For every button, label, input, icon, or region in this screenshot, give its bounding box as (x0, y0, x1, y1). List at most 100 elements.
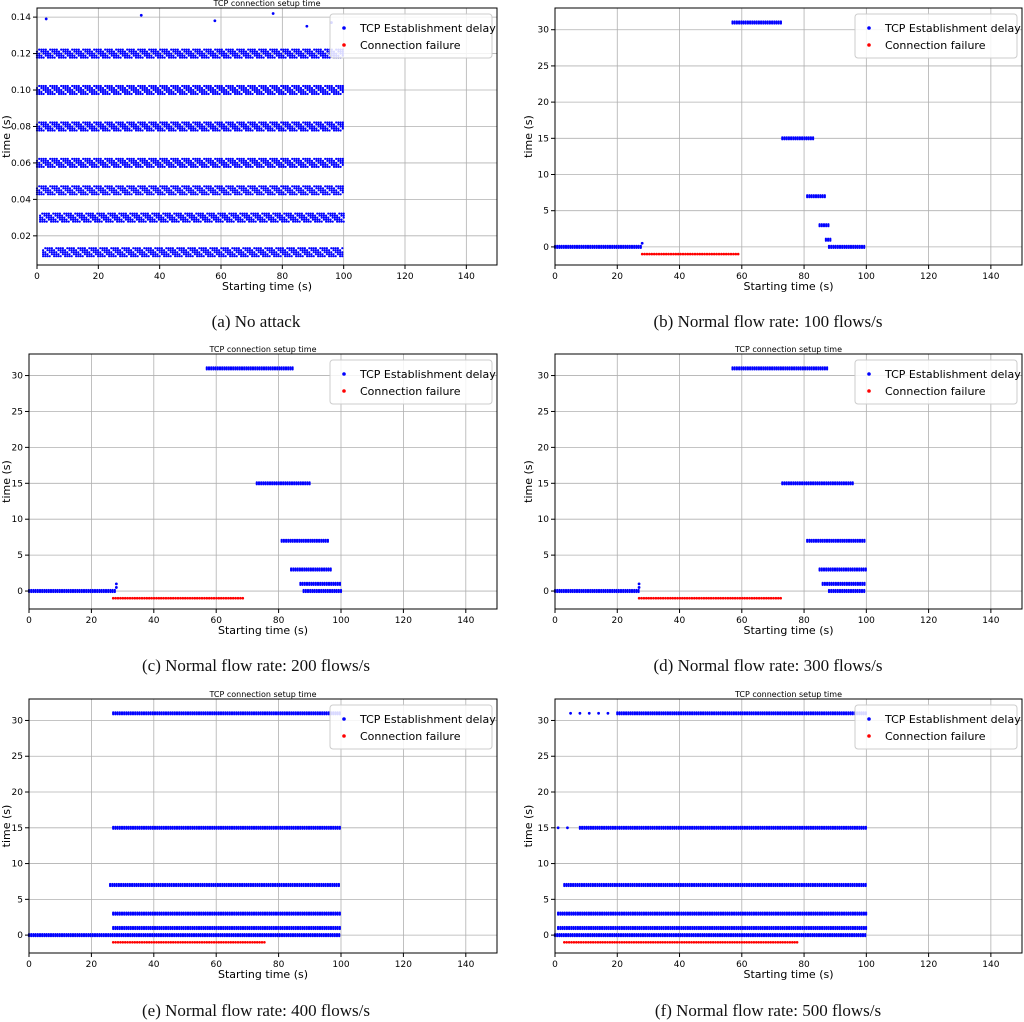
delay-marker (205, 48, 208, 51)
delay-marker (160, 253, 163, 256)
delay-marker (51, 121, 54, 124)
delay-marker (310, 56, 314, 59)
delay-marker (172, 54, 175, 57)
delay-marker (233, 125, 237, 128)
delay-marker (51, 90, 54, 94)
delay-marker (42, 123, 45, 126)
delay-marker (214, 165, 217, 168)
delay-marker (95, 90, 98, 94)
delay-marker (304, 129, 307, 132)
delay-marker (823, 196, 826, 199)
delay-marker (244, 86, 248, 90)
delay-marker (237, 218, 240, 221)
delay-marker (244, 125, 248, 128)
delay-marker (170, 191, 173, 194)
delay-marker (258, 54, 261, 57)
delay-marker (173, 216, 176, 219)
delay-marker (337, 590, 340, 594)
delay-marker (66, 157, 69, 160)
delay-marker (66, 251, 69, 254)
delay-marker (214, 48, 217, 51)
delay-marker (196, 253, 199, 256)
delay-marker (339, 129, 342, 132)
delay-marker (255, 193, 259, 196)
delay-marker (266, 247, 269, 250)
delay-marker (225, 185, 228, 188)
delay-marker (582, 246, 585, 249)
delay-marker (291, 88, 294, 92)
delay-marker (306, 86, 309, 90)
delay-marker (275, 253, 278, 256)
delay-marker (218, 88, 221, 92)
delay-marker (249, 157, 252, 160)
delay-marker (292, 249, 295, 252)
delay-marker (210, 216, 213, 219)
delay-marker (556, 246, 559, 249)
delay-marker (315, 84, 318, 88)
delay-marker (46, 92, 50, 96)
delay-marker (51, 191, 54, 194)
delay-marker (286, 253, 289, 256)
delay-marker (330, 121, 333, 124)
delay-marker (203, 48, 206, 51)
failure-marker (650, 252, 654, 256)
delay-marker (126, 84, 129, 88)
delay-marker (286, 50, 289, 53)
delay-marker (271, 56, 274, 59)
delay-marker (296, 214, 299, 217)
delay-marker (87, 212, 90, 215)
delay-marker (282, 90, 285, 94)
delay-marker (216, 187, 219, 190)
delay-marker (251, 129, 254, 132)
delay-marker (132, 255, 135, 258)
delay-marker (79, 191, 83, 194)
delay-marker (49, 163, 52, 166)
delay-marker (211, 127, 215, 130)
delay-marker (313, 121, 316, 124)
delay-marker (117, 127, 120, 130)
delay-marker (264, 255, 267, 258)
delay-marker (119, 193, 122, 196)
delay-marker (170, 185, 173, 188)
delay-marker (275, 483, 278, 486)
delay-marker (336, 251, 339, 254)
delay-marker (308, 253, 311, 256)
delay-marker (328, 253, 331, 256)
delay-marker (338, 218, 341, 221)
delay-marker (130, 92, 133, 96)
delay-marker (177, 216, 180, 219)
delay-marker (119, 121, 122, 124)
delay-marker (322, 216, 325, 219)
delay-marker (57, 52, 61, 55)
delay-marker (275, 191, 278, 194)
delay-marker (313, 129, 316, 132)
delay-marker (192, 125, 195, 128)
delay-marker (328, 251, 331, 254)
delay-marker (264, 163, 267, 166)
delay-marker (304, 121, 307, 124)
delay-marker (283, 212, 286, 215)
delay-marker (269, 48, 272, 51)
delay-marker (86, 84, 89, 88)
delay-marker (324, 127, 327, 130)
delay-marker (148, 191, 151, 194)
delay-marker (317, 88, 320, 92)
delay-marker (236, 191, 239, 194)
delay-marker (260, 50, 263, 53)
delay-marker (82, 157, 85, 160)
delay-marker (233, 52, 237, 55)
delay-marker (167, 159, 171, 162)
delay-marker (247, 368, 250, 371)
delay-marker (313, 157, 316, 160)
delay-marker (108, 123, 111, 126)
delay-marker (130, 86, 133, 90)
delay-marker (216, 92, 219, 96)
delay-marker (40, 92, 43, 96)
delay-marker (57, 163, 61, 166)
delay-marker (38, 88, 41, 92)
delay-marker (233, 161, 237, 164)
delay-marker (273, 50, 276, 53)
delay-marker (218, 368, 222, 371)
delay-marker (111, 590, 114, 594)
delay-marker (106, 187, 109, 190)
